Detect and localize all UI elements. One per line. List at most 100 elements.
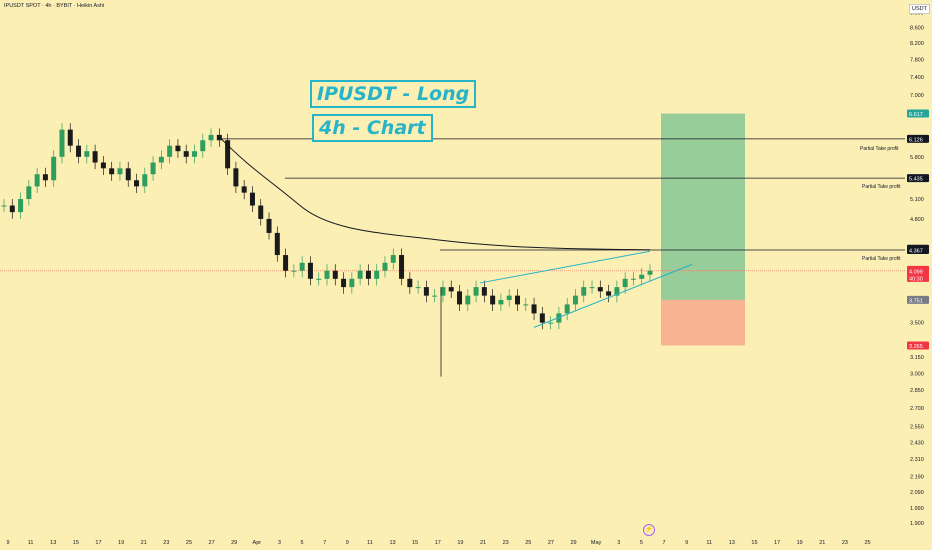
price-label-bg [907, 134, 929, 143]
y-tick-label: 8.200 [910, 41, 924, 47]
candle [514, 295, 520, 305]
candle [208, 134, 214, 141]
x-tick-label: 17 [95, 540, 101, 546]
symbol-header: IPUSDT SPOT · 4h · BYBIT · Heikin Ashi [4, 3, 105, 9]
candle [142, 174, 148, 187]
candle [407, 278, 413, 288]
candle [423, 287, 429, 296]
ma-line [219, 137, 651, 251]
candle [465, 295, 471, 305]
candle [539, 313, 545, 323]
price-label: 4.099 [909, 269, 923, 275]
x-tick-label: 21 [480, 540, 486, 546]
candle [473, 287, 479, 296]
y-tick-label: 3.150 [910, 355, 924, 361]
candle [9, 205, 15, 213]
candle [415, 287, 421, 289]
x-tick-label: 23 [163, 540, 169, 546]
x-tick-label: 9 [6, 540, 9, 546]
candle [51, 156, 57, 181]
x-tick-label: 23 [503, 540, 509, 546]
title-annotation: IPUSDT - Long [310, 80, 477, 108]
x-tick-label: 3 [278, 540, 281, 546]
candle [258, 205, 264, 219]
candle [274, 232, 280, 256]
x-tick-label: 27 [209, 540, 215, 546]
candle [225, 140, 231, 169]
countdown-label: 40:30 [909, 276, 923, 282]
candle [597, 287, 603, 292]
price-label-bg [907, 295, 929, 304]
x-tick-label: 23 [842, 540, 848, 546]
candle [324, 270, 330, 279]
price-label: 3.751 [909, 298, 923, 304]
candle [233, 168, 239, 187]
x-tick-label: 19 [457, 540, 463, 546]
x-tick-label: 7 [662, 540, 665, 546]
x-tick-label: 11 [28, 540, 34, 546]
lower-trendline [533, 263, 693, 328]
candle [440, 287, 446, 296]
x-tick-label: May [591, 540, 602, 546]
candle [316, 278, 322, 280]
x-tick-label: 11 [367, 540, 373, 546]
candle [34, 174, 40, 187]
x-tick-label: 5 [640, 540, 643, 546]
x-tick-label: 9 [346, 540, 349, 546]
candle [341, 278, 347, 288]
x-tick-label: 9 [685, 540, 688, 546]
y-tick-label: 5.800 [910, 155, 924, 161]
target-zone [661, 113, 745, 300]
y-tick-label: 7.000 [910, 93, 924, 99]
price-label-bg [907, 109, 929, 118]
candle [125, 168, 131, 181]
x-tick-label: 21 [141, 540, 147, 546]
y-tick-label: 5.100 [910, 197, 924, 203]
x-tick-label: 13 [389, 540, 395, 546]
candle [92, 151, 98, 163]
candle [84, 151, 90, 157]
candle [42, 174, 48, 181]
price-label-bg [907, 266, 929, 275]
x-tick-label: 17 [435, 540, 441, 546]
candle [283, 255, 289, 271]
y-tick-label: 7.800 [910, 58, 924, 64]
y-tick-label: 3.000 [910, 371, 924, 377]
x-tick-label: 13 [729, 540, 735, 546]
x-tick-label: 15 [73, 540, 79, 546]
tv-logo-icon[interactable]: ⚡ [643, 524, 655, 536]
y-tick-label: 7.400 [910, 75, 924, 81]
candle [76, 145, 82, 157]
candle [241, 186, 247, 193]
y-tick-label: 2.850 [910, 388, 924, 394]
candle [158, 156, 164, 163]
x-tick-label: 15 [751, 540, 757, 546]
candle [432, 295, 438, 297]
candle [175, 145, 181, 152]
candle [572, 295, 578, 305]
candle [548, 322, 554, 324]
y-tick-label: 3.500 [910, 321, 924, 327]
stop-zone [661, 299, 745, 346]
x-tick-label: 25 [525, 540, 531, 546]
candle [481, 287, 487, 296]
y-tick-label: 2.310 [910, 457, 924, 463]
candle [581, 287, 587, 296]
price-label: 6.126 [909, 137, 923, 143]
candle [67, 129, 73, 146]
candle [100, 162, 106, 169]
x-tick-label: 11 [706, 540, 712, 546]
candle [332, 270, 338, 279]
currency-label[interactable]: USDT [909, 4, 930, 14]
candle [150, 162, 156, 175]
y-tick-label: 1.990 [910, 506, 924, 512]
candle [390, 255, 396, 263]
candle [523, 304, 529, 306]
y-tick-label: 4.800 [910, 217, 924, 223]
x-tick-label: Apr [253, 540, 262, 546]
candle [639, 274, 645, 279]
countdown-bg [907, 273, 929, 282]
x-tick-label: 25 [186, 540, 192, 546]
x-tick-label: 7 [323, 540, 326, 546]
subtitle-annotation: 4h - Chart [312, 114, 433, 142]
